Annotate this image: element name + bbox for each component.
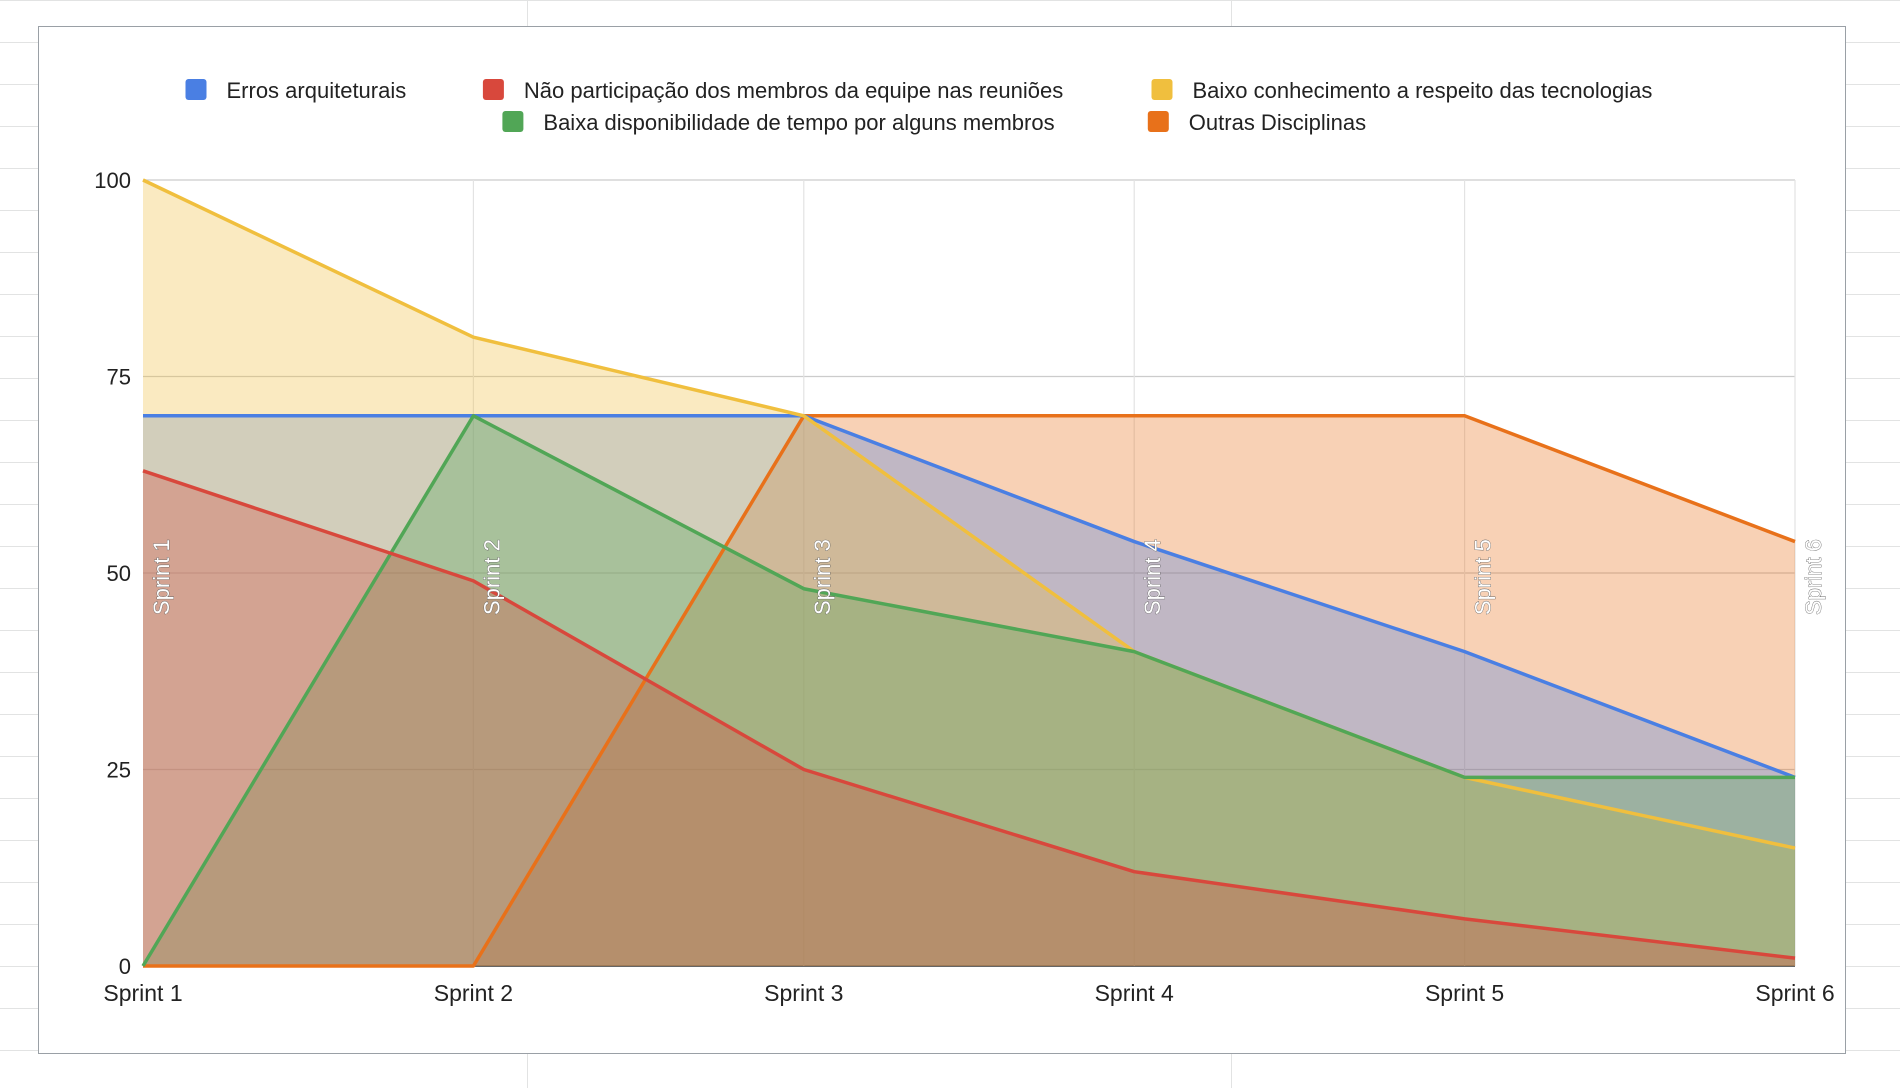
legend-item[interactable]: Não participação dos membros da equipe n… <box>482 78 1063 103</box>
legend-label: Erros arquiteturais <box>227 78 407 103</box>
category-data-label: Sprint 6 <box>1801 539 1826 615</box>
series-lines <box>141 178 1796 968</box>
legend[interactable]: Erros arquiteturais Não participação dos … <box>185 78 1653 135</box>
series-line[interactable] <box>141 414 1795 967</box>
category-data-label: Sprint 2 <box>479 539 504 615</box>
x-tick-label: Sprint 4 <box>1095 980 1174 1006</box>
y-tick-label: 75 <box>107 365 131 390</box>
gridlines <box>143 179 1796 967</box>
legend-swatch <box>482 79 504 100</box>
x-tick-label: Sprint 6 <box>1755 980 1834 1006</box>
x-tick-label: Sprint 1 <box>103 980 182 1006</box>
legend-label: Outras Disciplinas <box>1189 110 1366 135</box>
legend-item[interactable]: Baixo conhecimento a respeito das tecnol… <box>1151 78 1653 103</box>
legend-label: Baixo conhecimento a respeito das tecnol… <box>1193 78 1653 103</box>
legend-label: Baixa disponibilidade de tempo por algun… <box>543 110 1054 135</box>
series-area <box>143 180 1795 966</box>
category-data-label: Sprint 5 <box>1471 539 1496 615</box>
series-line[interactable] <box>143 414 1796 968</box>
legend-item[interactable]: Outras Disciplinas <box>1147 110 1366 135</box>
legend-swatch <box>185 79 207 100</box>
y-tick-label: 0 <box>119 954 131 979</box>
legend-swatch <box>502 111 524 132</box>
x-tick-label: Sprint 5 <box>1425 980 1504 1006</box>
y-tick-label: 100 <box>94 168 131 193</box>
legend-label: Não participação dos membros da equipe n… <box>524 78 1063 103</box>
category-data-label: Sprint 1 <box>149 539 174 615</box>
category-data-label: Sprint 3 <box>810 539 835 615</box>
legend-item[interactable]: Baixa disponibilidade de tempo por algun… <box>502 110 1055 135</box>
series-area <box>143 470 1795 966</box>
x-tick-label: Sprint 3 <box>764 980 843 1006</box>
x-tick-label: Sprint 2 <box>434 980 513 1006</box>
legend-swatch <box>1151 79 1173 100</box>
series-line[interactable] <box>142 469 1796 960</box>
series-line[interactable] <box>142 178 1796 850</box>
y-tick-label: 50 <box>107 561 131 586</box>
data-labels: Sprint 1 Sprint 2 Sprint 3 Sprint 4 Sprint 5… <box>149 539 1827 616</box>
y-tick-label: 25 <box>107 758 131 783</box>
chart-container[interactable] <box>38 26 1846 1054</box>
legend-item[interactable]: Erros arquiteturais <box>185 78 407 103</box>
category-data-label: Sprint 4 <box>1140 539 1165 615</box>
legend-swatch <box>1147 111 1169 132</box>
series-line[interactable] <box>143 414 1796 779</box>
